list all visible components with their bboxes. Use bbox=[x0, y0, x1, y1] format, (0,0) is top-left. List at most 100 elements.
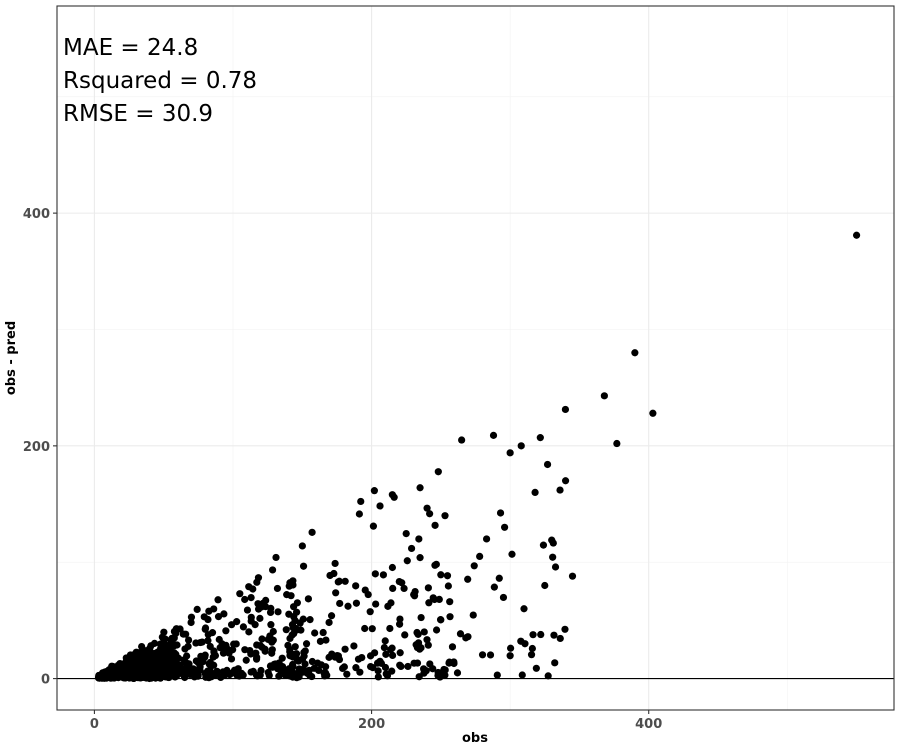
data-point bbox=[382, 637, 389, 644]
data-point bbox=[285, 665, 292, 672]
data-point bbox=[389, 491, 396, 498]
data-point bbox=[151, 640, 158, 647]
data-point bbox=[306, 616, 313, 623]
data-point bbox=[267, 621, 274, 628]
data-point bbox=[269, 566, 276, 573]
data-point bbox=[152, 667, 159, 674]
data-point bbox=[290, 603, 297, 610]
data-point bbox=[496, 575, 503, 582]
data-point bbox=[396, 621, 403, 628]
data-point bbox=[235, 665, 242, 672]
data-point bbox=[371, 487, 378, 494]
data-point bbox=[396, 662, 403, 669]
data-point bbox=[420, 665, 427, 672]
data-point bbox=[325, 654, 332, 661]
data-point bbox=[332, 560, 339, 567]
data-point bbox=[376, 658, 383, 665]
data-point bbox=[545, 672, 552, 679]
data-point bbox=[212, 671, 219, 678]
y-axis-title: obs - pred bbox=[4, 321, 19, 395]
data-point bbox=[529, 645, 536, 652]
data-point bbox=[383, 670, 390, 677]
data-point bbox=[299, 542, 306, 549]
data-point bbox=[241, 596, 248, 603]
data-point bbox=[430, 594, 437, 601]
data-point bbox=[109, 663, 116, 670]
data-point bbox=[342, 578, 349, 585]
data-point bbox=[222, 627, 229, 634]
data-point bbox=[183, 652, 190, 659]
data-point bbox=[336, 600, 343, 607]
data-point bbox=[181, 645, 188, 652]
data-point bbox=[116, 660, 123, 667]
data-point bbox=[344, 603, 351, 610]
data-point bbox=[214, 596, 221, 603]
data-point bbox=[243, 657, 250, 664]
data-point bbox=[180, 631, 187, 638]
data-point bbox=[408, 545, 415, 552]
data-point bbox=[381, 644, 388, 651]
data-point bbox=[357, 498, 364, 505]
data-point bbox=[353, 600, 360, 607]
data-point bbox=[305, 595, 312, 602]
data-point bbox=[372, 570, 379, 577]
data-point bbox=[470, 611, 477, 618]
data-point bbox=[433, 561, 440, 568]
data-point bbox=[490, 432, 497, 439]
data-point bbox=[371, 649, 378, 656]
data-point bbox=[365, 591, 372, 598]
data-point bbox=[552, 563, 559, 570]
data-point bbox=[507, 449, 514, 456]
data-point bbox=[274, 585, 281, 592]
data-point bbox=[132, 659, 139, 666]
data-point bbox=[418, 614, 425, 621]
data-point bbox=[267, 605, 274, 612]
data-point bbox=[497, 509, 504, 516]
data-point bbox=[197, 639, 204, 646]
data-point bbox=[414, 644, 421, 651]
data-point bbox=[401, 631, 408, 638]
data-point bbox=[98, 673, 105, 680]
data-point bbox=[569, 573, 576, 580]
data-point bbox=[436, 596, 443, 603]
data-point bbox=[170, 670, 177, 677]
data-point bbox=[396, 578, 403, 585]
data-point bbox=[537, 434, 544, 441]
data-point bbox=[476, 553, 483, 560]
y-tick-label: 0 bbox=[41, 673, 50, 688]
x-tick-label: 400 bbox=[635, 717, 662, 732]
data-point bbox=[274, 608, 281, 615]
data-point bbox=[215, 613, 222, 620]
x-tick-label: 200 bbox=[358, 717, 385, 732]
data-point bbox=[561, 626, 568, 633]
data-point bbox=[425, 642, 432, 649]
data-point bbox=[442, 666, 449, 673]
data-point bbox=[256, 615, 263, 622]
data-point bbox=[268, 650, 275, 657]
data-point bbox=[209, 629, 216, 636]
data-point bbox=[562, 406, 569, 413]
data-point bbox=[483, 535, 490, 542]
data-point bbox=[386, 625, 393, 632]
data-point bbox=[267, 662, 274, 669]
data-point bbox=[445, 582, 452, 589]
data-point bbox=[311, 629, 318, 636]
data-point bbox=[341, 646, 348, 653]
data-point bbox=[172, 630, 179, 637]
data-point bbox=[297, 627, 304, 634]
data-point bbox=[521, 640, 528, 647]
data-point bbox=[194, 606, 201, 613]
data-point bbox=[471, 562, 478, 569]
data-point bbox=[437, 571, 444, 578]
x-axis-title: obs bbox=[462, 731, 488, 746]
data-point bbox=[204, 616, 211, 623]
data-point bbox=[210, 605, 217, 612]
data-point bbox=[853, 232, 860, 239]
data-point bbox=[389, 585, 396, 592]
data-point bbox=[376, 502, 383, 509]
data-point bbox=[240, 623, 247, 630]
data-point bbox=[265, 669, 272, 676]
data-point bbox=[551, 659, 558, 666]
data-point bbox=[413, 629, 420, 636]
data-point bbox=[557, 635, 564, 642]
